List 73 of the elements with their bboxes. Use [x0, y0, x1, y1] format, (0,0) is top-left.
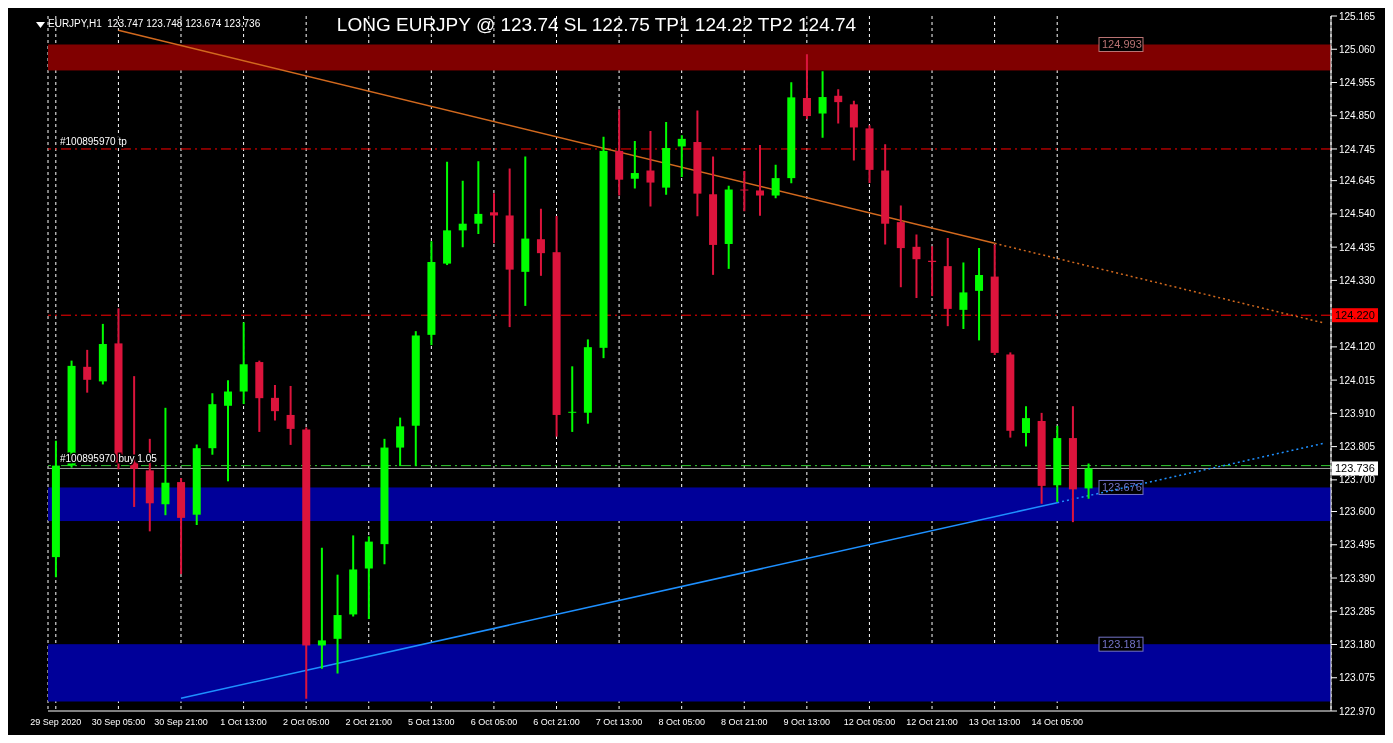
- candlestick: [912, 233, 921, 299]
- y-tick-label: 123.180: [1339, 639, 1376, 651]
- x-tick-label: 1 Oct 13:00: [220, 717, 267, 728]
- candlestick: [396, 416, 405, 468]
- candlestick: [474, 160, 483, 236]
- candlestick: [536, 207, 545, 277]
- candlestick: [317, 546, 326, 670]
- x-tick-label: 2 Oct 21:00: [345, 717, 393, 728]
- y-tick-label: 123.285: [1339, 605, 1376, 617]
- y-tick-label: 124.330: [1339, 274, 1376, 286]
- candlestick: [677, 134, 686, 179]
- y-tick-label: 125.165: [1339, 10, 1376, 22]
- candlestick: [333, 573, 342, 675]
- candlestick: [756, 144, 764, 217]
- ref-line-label: 124.220: [1335, 309, 1375, 322]
- x-tick-label: 5 Oct 13:00: [408, 717, 455, 728]
- candlestick: [818, 70, 827, 139]
- band-label: 124.993: [1102, 38, 1142, 51]
- x-tick-label: 8 Oct 05:00: [658, 717, 705, 728]
- y-tick-label: 124.850: [1339, 110, 1376, 122]
- x-tick-label: 14 Oct 05:00: [1031, 717, 1083, 728]
- candlestick: [802, 53, 811, 121]
- y-tick-label: 123.495: [1339, 539, 1376, 551]
- y-tick-label: 125.060: [1339, 43, 1376, 55]
- y-tick-label: 124.540: [1339, 208, 1376, 220]
- x-tick-label: 12 Oct 05:00: [843, 717, 896, 728]
- y-tick-label: 122.970: [1339, 705, 1376, 717]
- chart-title: LONG EURJPY @ 123.74 SL 122.75 TP1 124.22 TP2 124.74: [336, 14, 857, 35]
- y-tick-label: 123.390: [1339, 572, 1376, 584]
- candlestick: [959, 261, 968, 331]
- y-tick-label: 124.955: [1339, 77, 1376, 89]
- candlestick: [224, 379, 233, 483]
- band-label: 123.181: [1102, 638, 1142, 651]
- annotation: EURJPY,H1 123.747 123.748 123.674 123.736: [48, 18, 261, 29]
- candlestick: [771, 163, 780, 200]
- candlestick: [286, 384, 295, 446]
- x-tick-label: 30 Sep 05:00: [91, 717, 146, 728]
- x-tick-label: 8 Oct 21:00: [721, 717, 768, 728]
- y-tick-label: 124.745: [1339, 143, 1376, 155]
- candlestick: [646, 130, 655, 208]
- candlestick: [849, 99, 858, 162]
- y-tick-label: 123.805: [1339, 441, 1376, 453]
- candlestick: [1021, 405, 1030, 448]
- candlestick: [83, 348, 92, 394]
- y-tick-label: 123.600: [1339, 506, 1376, 518]
- y-tick-label: 124.015: [1339, 374, 1376, 386]
- y-tick-label: 123.075: [1339, 672, 1376, 684]
- candlestick: [740, 169, 749, 213]
- x-tick-label: 7 Oct 13:00: [595, 717, 643, 728]
- y-tick-label: 124.645: [1339, 175, 1376, 187]
- candlestick: [1084, 462, 1093, 500]
- ref-line-label: 123.736: [1335, 462, 1375, 475]
- candlestick: [630, 139, 639, 190]
- x-tick-label: 9 Oct 13:00: [783, 717, 831, 728]
- x-tick-label: 2 Oct 05:00: [282, 717, 330, 728]
- y-tick-label: 124.435: [1339, 241, 1376, 253]
- ref-line-label: #100895970 tp: [60, 135, 128, 147]
- candlestick: [270, 384, 279, 422]
- x-tick-label: 12 Oct 21:00: [906, 717, 958, 728]
- x-tick-label: 29 Sep 2020: [30, 717, 82, 728]
- candlestick: [458, 179, 467, 249]
- y-tick-label: 123.910: [1339, 407, 1376, 419]
- candlestick: [568, 365, 577, 433]
- candlestick: [834, 88, 843, 125]
- x-tick-label: 30 Sep 21:00: [154, 717, 208, 728]
- x-tick-label: 6 Oct 05:00: [470, 717, 518, 728]
- y-tick-label: 123.700: [1339, 474, 1376, 486]
- candlestick: [161, 406, 170, 517]
- x-tick-label: 6 Oct 21:00: [533, 717, 580, 728]
- candlestick: [490, 192, 499, 245]
- y-tick-label: 124.120: [1339, 341, 1376, 353]
- x-tick-label: 13 Oct 13:00: [968, 717, 1021, 728]
- candlestick: [975, 246, 984, 342]
